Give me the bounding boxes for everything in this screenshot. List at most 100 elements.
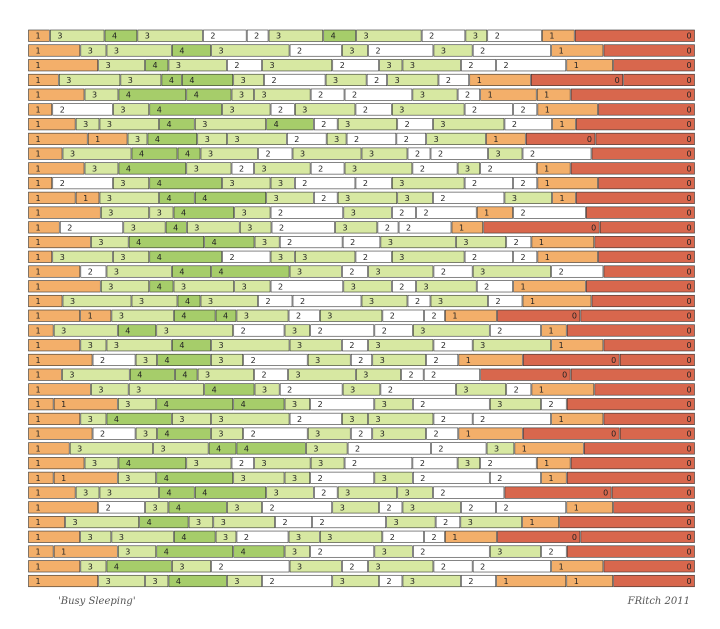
stage-digit: 3 [119, 312, 124, 321]
stage-digit: 0 [686, 253, 691, 262]
stage-digit: 3 [380, 356, 385, 365]
sleep-cell [145, 501, 169, 514]
stage-digit: 3 [297, 562, 302, 571]
stage-digit: 0 [686, 150, 691, 159]
stage-digit: 3 [145, 32, 150, 41]
sleep-cell [62, 147, 132, 160]
stage-digit: 4 [185, 297, 190, 306]
sleep-cell [106, 339, 172, 352]
sleep-cell [211, 412, 290, 425]
stage-digit: 3 [125, 474, 130, 483]
stage-digit: 0 [686, 400, 691, 409]
stage-digit: 1 [452, 312, 457, 321]
stage-digit: 4 [181, 209, 186, 218]
stage-digit: 0 [686, 474, 691, 483]
stage-digit: 3 [380, 430, 385, 439]
stage-digit: 4 [241, 400, 246, 409]
stage-digit: 2 [251, 430, 256, 439]
stage-digit: 3 [161, 444, 166, 453]
stage-digit: 1 [35, 179, 40, 188]
sleep-cell [53, 398, 118, 411]
sleep-cell [157, 427, 211, 440]
sleep-cell [139, 516, 189, 529]
stage-digit: 1 [477, 76, 482, 85]
stage-digit: 4 [137, 371, 142, 380]
stage-digit: 3 [278, 253, 283, 262]
sleep-cell [472, 412, 551, 425]
signature: FRitch 2011 [627, 596, 690, 607]
sleep-cell [586, 206, 695, 219]
sleep-cell [58, 73, 121, 87]
stage-digit: 0 [686, 268, 691, 277]
stage-digit: 3 [194, 459, 199, 468]
stage-digit: 3 [60, 253, 65, 262]
stage-digit: 1 [35, 518, 40, 527]
stage-digit: 3 [318, 459, 323, 468]
sleep-cell [28, 265, 81, 278]
sleep-cell [279, 383, 343, 396]
stage-digit: 3 [83, 120, 88, 129]
sleep-cell [149, 206, 174, 219]
sleep-cell [551, 412, 604, 425]
sleep-cell [254, 162, 311, 175]
sleep-cell [194, 118, 267, 131]
sleep-cell [28, 442, 70, 455]
stage-digit: 2 [321, 120, 326, 129]
sleep-cell [99, 191, 159, 204]
sleep-cell [197, 368, 254, 381]
sleep-cell [342, 265, 368, 278]
sleep-cell [412, 88, 458, 101]
stage-digit: 2 [363, 179, 368, 188]
stage-digit: 3 [334, 135, 339, 144]
stage-digit: 1 [559, 562, 564, 571]
sleep-cell [289, 339, 342, 352]
sleep-cell [28, 88, 85, 101]
sleep-cell [211, 339, 290, 352]
stage-digit: 2 [363, 105, 368, 114]
sleep-cell [457, 162, 481, 175]
stage-digit: 3 [480, 341, 485, 350]
sleep-cell [368, 44, 434, 57]
sleep-cell [28, 206, 101, 219]
sleep-cell [211, 265, 290, 278]
sleep-cell [131, 147, 178, 160]
sleep-cell [356, 368, 401, 381]
stage-digit: 3 [424, 282, 429, 291]
sleep-cell [284, 545, 310, 558]
sleep-cell [407, 294, 431, 308]
sleep-cell [28, 177, 53, 190]
stage-digit: 1 [545, 105, 550, 114]
sleep-cell [128, 236, 204, 249]
stage-digit: 2 [472, 179, 477, 188]
sleep-cell [522, 516, 559, 529]
stage-digit: 3 [57, 32, 62, 41]
sleep-cell [537, 177, 598, 190]
stage-digit: 2 [318, 91, 323, 100]
sleep-cell [460, 516, 522, 529]
stage-digit: 3 [463, 385, 468, 394]
sleep-cell [98, 501, 145, 514]
stage-digit: 3 [497, 548, 502, 557]
stage-digit: 2 [244, 533, 249, 542]
sleep-cell [310, 545, 375, 558]
stage-digit: 3 [202, 120, 207, 129]
sleep-cell [62, 294, 132, 308]
sleep-cell [174, 530, 216, 543]
sleep-cell [386, 516, 436, 529]
sleep-cell [464, 250, 513, 263]
sleep-cell [28, 294, 63, 308]
stage-digit: 3 [108, 282, 113, 291]
sleep-cell [613, 59, 695, 72]
sleep-cell [270, 206, 344, 219]
sleep-cell [312, 516, 387, 529]
sleep-cell [426, 353, 459, 367]
sleep-cell [157, 353, 211, 367]
stage-digit: 2 [234, 61, 239, 70]
sleep-cell [80, 339, 107, 352]
sleep-cell [326, 132, 347, 145]
sleep-cell [80, 265, 107, 278]
stage-digit: 3 [434, 135, 439, 144]
sleep-cell [458, 353, 523, 367]
stage-digit: 2 [409, 371, 414, 380]
stage-digit: 3 [88, 415, 93, 424]
